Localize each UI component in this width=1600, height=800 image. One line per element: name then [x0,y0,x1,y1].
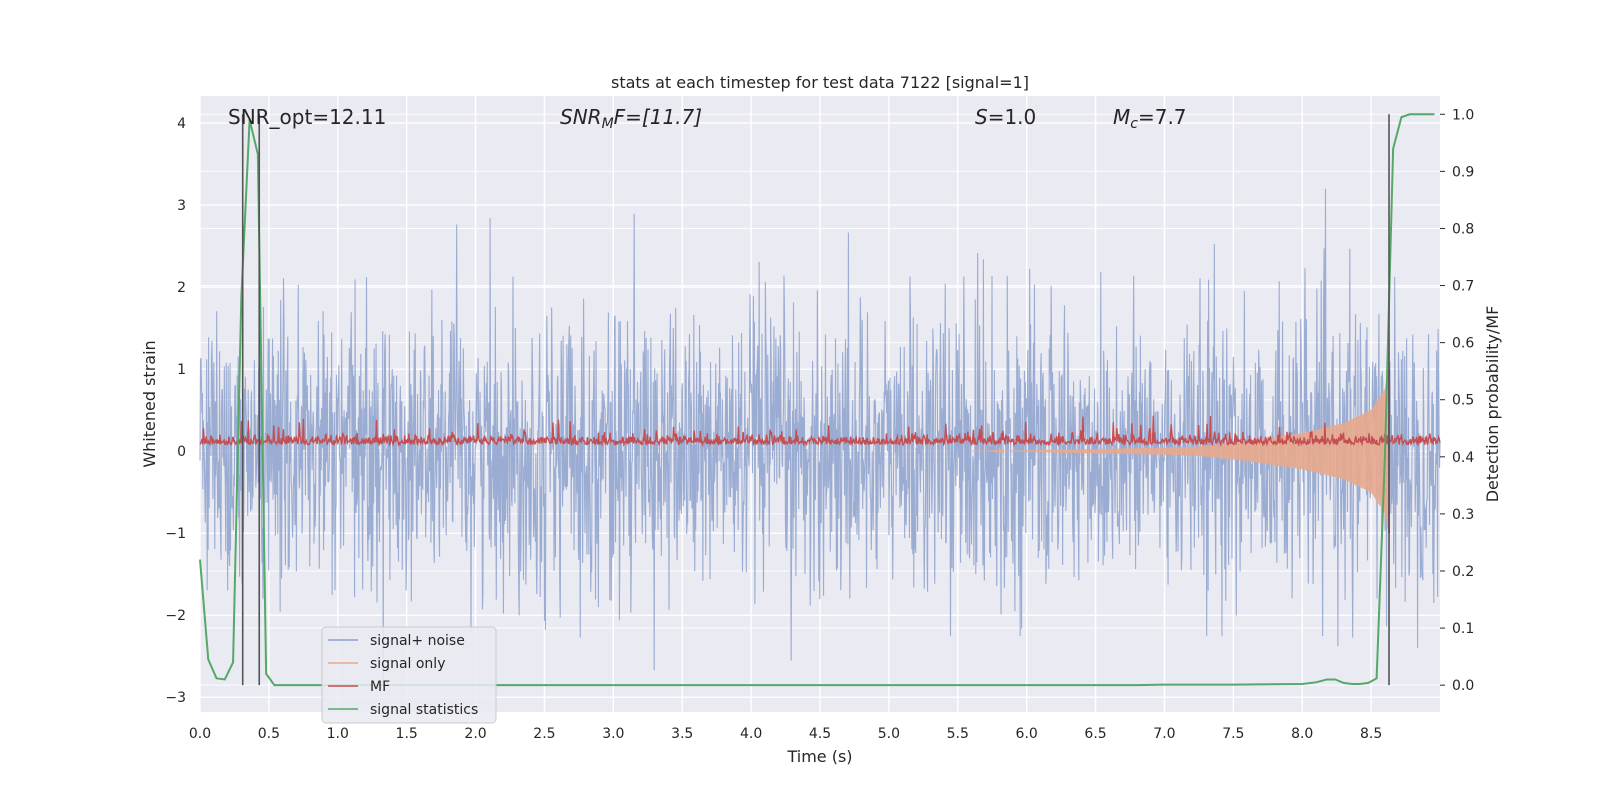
y-left-tick-label: 0 [177,444,186,460]
x-tick-label: 8.5 [1360,726,1382,742]
y-left-tick-label: −2 [165,608,186,624]
line-signal-statistics [199,113,1435,687]
annotation-snr-mf: SNRMF=[11.7] [560,105,702,132]
x-axis-label: Time (s) [786,747,852,766]
legend-label-mf: MF [370,679,390,695]
legend-frame [321,626,497,724]
line-signal-noise [199,188,1441,684]
x-tick-label: 1.0 [327,726,349,742]
legend: signal+ noise signal only MF signal stat… [321,626,497,724]
x-tick-label: 5.0 [878,726,900,742]
series-signal-only [971,370,1391,533]
y-right-tick-label: 1.0 [1452,107,1474,123]
annotation-mc-rest: =7.7 [1138,105,1187,129]
x-tick-label: 3.0 [602,726,624,742]
y-right-tick-label: 0.5 [1452,393,1474,409]
line-signal-only [971,370,1391,533]
y-left-tick-label: 4 [177,116,186,132]
x-tick-label: 0.5 [258,726,280,742]
y-left-tick-label: −3 [165,690,186,706]
x-tick-label: 4.0 [740,726,762,742]
annotation-snr-mf-rest: F=[11.7] [614,105,702,129]
x-tick-label: 5.5 [947,726,969,742]
y-right-tick-label: 0.8 [1452,221,1474,237]
legend-label-signal-only: signal only [370,656,445,672]
annotation-mc-sub: c [1130,116,1138,132]
series-signal-noise [199,188,1441,684]
x-tick-label: 6.0 [1016,726,1038,742]
x-tick-label: 0.0 [189,726,211,742]
annotation-mc: Mc=7.7 [1113,105,1187,132]
y-right-tick-label: 0.4 [1452,450,1474,466]
annotation-snr-mf-sub: M [602,116,614,132]
y-left-tick-label: −1 [165,526,186,542]
y-right-tick-label: 0.0 [1452,678,1474,694]
y-axis-left-label: Whitened strain [140,340,159,467]
y-left-tick-label: 2 [177,280,186,296]
y-left-tick-label: 1 [177,362,186,378]
x-tick-label: 3.5 [671,726,693,742]
y-right-tick-label: 0.1 [1452,621,1474,637]
y-right-tick-label: 0.7 [1452,279,1474,295]
annotation-s-rest: =1.0 [988,105,1037,129]
series-signal-statistics [199,113,1435,687]
y-right-tick-label: 0.9 [1452,164,1474,180]
x-tick-label: 7.0 [1153,726,1175,742]
y-right-tick-label: 0.3 [1452,507,1474,523]
x-tick-label: 2.5 [533,726,555,742]
annotation-mc-base: M [1113,105,1130,129]
y-right-tick-label: 0.6 [1452,336,1474,352]
x-tick-label: 7.5 [1222,726,1244,742]
legend-label-signal-statistics: signal statistics [370,702,478,718]
annotation-s-base: S [975,105,988,129]
x-tick-label: 2.0 [464,726,486,742]
annotation-s: S=1.0 [975,105,1036,129]
vertical-markers [241,114,1390,686]
x-tick-label: 8.0 [1291,726,1313,742]
legend-label-signal-noise: signal+ noise [370,633,465,649]
x-tick-label: 6.5 [1084,726,1106,742]
y-left-tick-label: 3 [177,198,186,214]
y-axis-right-label: Detection probability/MF [1483,306,1502,503]
line-mf [199,415,1441,448]
annotation-snr-opt: SNR_opt=12.11 [228,105,386,129]
chart-title: stats at each timestep for test data 712… [611,73,1029,92]
y-right-tick-label: 0.2 [1452,564,1474,580]
x-tick-label: 1.5 [396,726,418,742]
x-tick-label: 4.5 [809,726,831,742]
axis-ticks: 0.0 0.5 1.0 1.5 2.0 2.5 3.0 3.5 4.0 4.5 5.0 5.5 6.0 6… [165,107,1474,742]
annotation-snr-mf-base: SNR [560,105,602,129]
